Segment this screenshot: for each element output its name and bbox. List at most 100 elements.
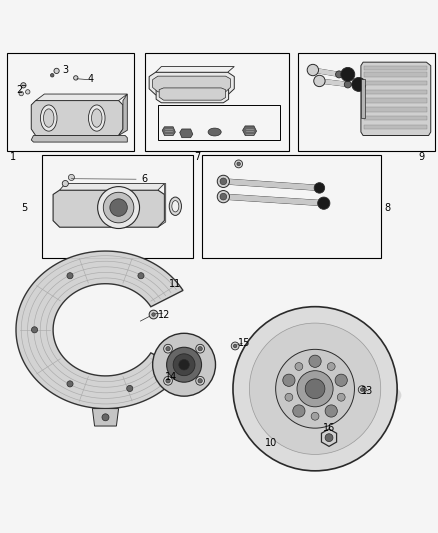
Text: 8: 8: [384, 203, 390, 213]
Ellipse shape: [43, 109, 54, 127]
Polygon shape: [119, 94, 127, 135]
Circle shape: [166, 346, 170, 351]
Circle shape: [311, 413, 319, 420]
Circle shape: [152, 313, 155, 316]
Bar: [145, 53, 289, 151]
Circle shape: [249, 323, 381, 455]
Ellipse shape: [92, 109, 102, 127]
Bar: [364, 116, 427, 120]
Circle shape: [149, 310, 158, 319]
Text: 12: 12: [158, 310, 171, 319]
Circle shape: [233, 306, 397, 471]
Circle shape: [19, 92, 23, 96]
Polygon shape: [162, 127, 175, 135]
Circle shape: [166, 378, 170, 383]
Circle shape: [62, 181, 68, 187]
Polygon shape: [243, 126, 257, 135]
Ellipse shape: [233, 373, 401, 418]
Bar: [364, 99, 427, 103]
Circle shape: [196, 344, 205, 353]
Circle shape: [344, 81, 351, 88]
Circle shape: [233, 344, 237, 348]
Circle shape: [314, 183, 325, 193]
Text: 4: 4: [87, 74, 93, 84]
Polygon shape: [16, 251, 183, 409]
Bar: [7, 53, 134, 151]
Circle shape: [98, 187, 140, 229]
Circle shape: [67, 381, 73, 387]
Polygon shape: [361, 62, 431, 135]
Ellipse shape: [40, 105, 57, 131]
Circle shape: [198, 346, 202, 351]
Circle shape: [337, 393, 345, 401]
Text: 14: 14: [165, 372, 177, 382]
Circle shape: [325, 405, 337, 417]
Polygon shape: [53, 190, 164, 227]
Circle shape: [318, 197, 330, 209]
Circle shape: [164, 344, 173, 353]
Bar: [166, 94, 184, 97]
Circle shape: [336, 71, 343, 78]
Polygon shape: [92, 409, 119, 426]
Circle shape: [102, 414, 109, 421]
Circle shape: [307, 64, 318, 76]
Circle shape: [309, 355, 321, 367]
Text: 7: 7: [194, 152, 200, 163]
Polygon shape: [35, 94, 127, 101]
Circle shape: [164, 376, 173, 385]
Text: 11: 11: [169, 279, 181, 289]
Polygon shape: [152, 76, 230, 92]
Ellipse shape: [169, 197, 181, 215]
Circle shape: [220, 193, 227, 200]
Circle shape: [235, 160, 243, 168]
Circle shape: [127, 385, 133, 392]
Circle shape: [237, 162, 240, 166]
Text: 1: 1: [10, 152, 16, 163]
Polygon shape: [149, 72, 234, 95]
Circle shape: [179, 359, 189, 370]
Bar: [364, 90, 427, 94]
Circle shape: [173, 354, 195, 376]
Polygon shape: [60, 183, 164, 190]
Circle shape: [360, 388, 364, 391]
Circle shape: [335, 374, 347, 386]
Bar: [42, 155, 193, 258]
Circle shape: [25, 90, 30, 94]
Ellipse shape: [172, 200, 179, 212]
Circle shape: [327, 362, 335, 370]
Circle shape: [110, 199, 127, 216]
Polygon shape: [158, 183, 166, 227]
Text: 3: 3: [62, 65, 68, 75]
Text: 13: 13: [361, 386, 374, 396]
Circle shape: [54, 68, 59, 74]
Circle shape: [358, 386, 366, 393]
Text: 5: 5: [21, 203, 28, 213]
Ellipse shape: [88, 105, 105, 131]
Circle shape: [152, 333, 215, 396]
Circle shape: [283, 374, 295, 386]
Circle shape: [217, 190, 230, 203]
Circle shape: [295, 362, 303, 370]
Circle shape: [32, 327, 38, 333]
Polygon shape: [156, 87, 229, 103]
Circle shape: [305, 379, 325, 399]
Circle shape: [276, 349, 354, 428]
Polygon shape: [361, 79, 365, 118]
Bar: [297, 53, 435, 151]
Polygon shape: [180, 129, 193, 138]
Circle shape: [314, 75, 325, 87]
Circle shape: [196, 376, 205, 385]
Bar: [364, 81, 427, 85]
Circle shape: [285, 393, 293, 401]
Bar: [364, 107, 427, 111]
Circle shape: [68, 174, 74, 181]
Bar: [158, 105, 280, 140]
Text: 16: 16: [323, 423, 335, 433]
Circle shape: [103, 192, 134, 223]
Circle shape: [21, 83, 26, 88]
Bar: [364, 72, 427, 77]
Circle shape: [297, 370, 333, 407]
Circle shape: [217, 175, 230, 188]
Polygon shape: [31, 101, 123, 135]
Circle shape: [220, 178, 227, 185]
